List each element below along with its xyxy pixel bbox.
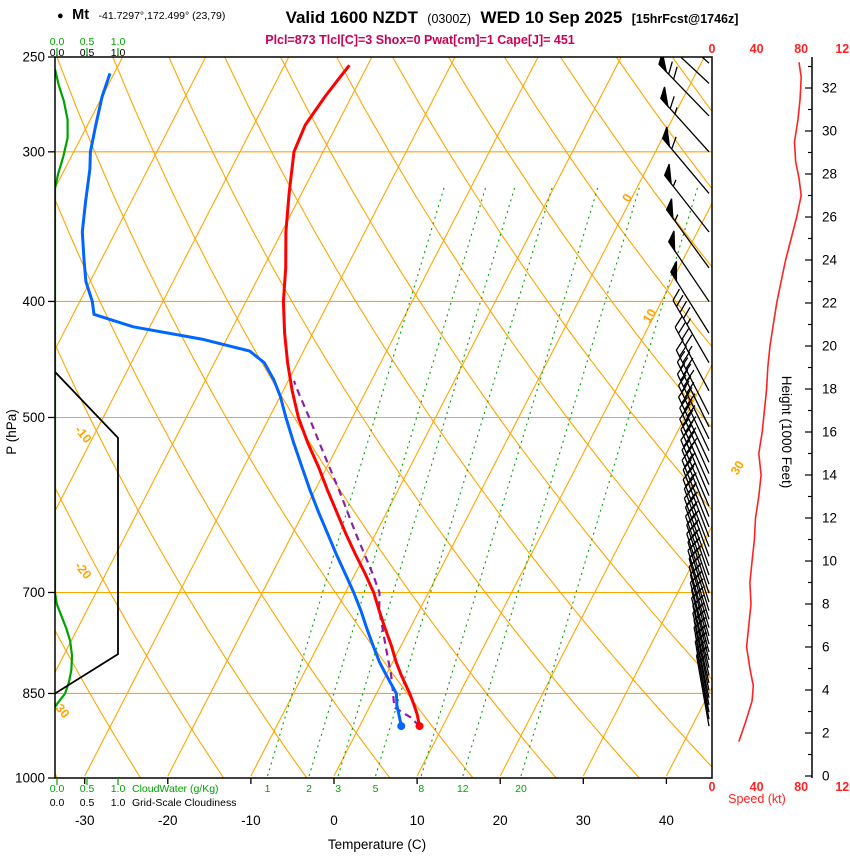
svg-text:0.5: 0.5 [80,36,95,48]
pressure-tick-label: 400 [22,294,45,309]
cloudiness-axis-label: Grid-Scale Cloudiness [132,797,236,809]
valid-title: Valid 1600 NZDT (0300Z) WED 10 Sep 2025 … [286,8,739,27]
svg-text:1.0: 1.0 [111,783,126,795]
svg-text:120: 120 [835,780,850,794]
params-line: Plcl=873 Tlcl[C]=3 Shox=0 Pwat[cm]=1 Cap… [265,33,575,47]
station-name: Mt [72,7,89,23]
valid-date: WED 10 Sep 2025 [481,8,623,27]
svg-text:0.5: 0.5 [80,47,95,59]
speed-tick-labels: 0040408080120120 [709,42,850,794]
cloudwater-curve [55,69,74,708]
temperature-tick-label: -20 [158,813,178,828]
station-line: ● Mt -41.7297°,172.499° (23,79) [57,6,225,23]
svg-text:0.5: 0.5 [80,783,95,795]
svg-text:30: 30 [728,458,747,477]
temperature-axis-label: Temperature (C) [328,837,426,852]
height-axis-label: Height (1000 Feet) [779,376,794,489]
svg-text:0.5: 0.5 [80,797,95,809]
height-tick-label: 0 [822,769,830,784]
height-tick-label: 26 [822,210,837,225]
svg-text:-10: -10 [72,423,94,446]
height-tick-label: 6 [822,640,830,655]
svg-text:10: 10 [640,306,659,325]
height-tick-label: 28 [822,167,837,182]
cloudwater-axis-label: CloudWater (g/Kg) [132,783,219,795]
pressure-tick-label: 700 [22,585,45,600]
station-bullet-icon: ● [57,10,64,22]
svg-text:0.0: 0.0 [50,797,65,809]
svg-text:1.0: 1.0 [111,36,126,48]
svg-text:0.0: 0.0 [50,36,65,48]
temperature-tick-label: -10 [241,813,261,828]
height-tick-label: 22 [822,296,837,311]
temperature-tick-label: 0 [330,813,338,828]
sounding-profiles [55,64,424,731]
background-grid [55,57,712,778]
wind-speed-curve [738,62,803,742]
dewpoint-curve [80,72,403,727]
height-tick-label: 14 [822,468,838,483]
valid-zulu: (0300Z) [427,12,471,26]
svg-text:12: 12 [457,783,469,795]
pressure-tick-label: 250 [22,50,45,65]
pressure-tick-label: 500 [22,410,45,425]
svg-text:2: 2 [306,783,312,795]
cloud-scales: 0.00.00.50.51.01.00.00.00.50.51.01.0 [50,36,126,809]
svg-text:1.0: 1.0 [111,47,126,59]
svg-text:40: 40 [750,780,764,794]
pressure-axis-label: P (hPa) [4,409,19,455]
pressure-tick-label: 1000 [15,771,45,786]
speed-axis-label: Speed (kt) [728,792,786,806]
height-tick-label: 10 [822,554,837,569]
svg-text:0: 0 [709,42,716,56]
svg-text:8: 8 [418,783,424,795]
height-tick-label: 24 [822,253,838,268]
wind-barbs [658,57,710,727]
svg-text:-30: -30 [50,698,72,721]
valid-prefix: Valid 1600 NZDT [286,8,419,27]
svg-text:20: 20 [681,388,700,407]
height-tick-label: 4 [822,683,830,698]
temperature-tick-label: 10 [410,813,425,828]
svg-text:0: 0 [619,191,635,204]
height-tick-label: 8 [822,597,830,612]
svg-text:-20: -20 [72,559,94,582]
svg-text:1: 1 [265,783,271,795]
height-tick-label: 12 [822,511,837,526]
pressure-tick-label: 850 [22,686,45,701]
mixing-ratio-labels: 1 2 3 5 8 12 20 [265,783,527,795]
svg-text:80: 80 [794,780,808,794]
temperature-tick-label: 30 [576,813,591,828]
temperature-curve [281,64,421,727]
svg-text:5: 5 [373,783,379,795]
pressure-tick-label: 300 [22,144,45,159]
height-tick-label: 2 [822,726,830,741]
temperature-tick-label: -30 [75,813,95,828]
height-tick-label: 30 [822,124,837,139]
height-tick-label: 16 [822,425,837,440]
svg-text:40: 40 [750,42,764,56]
height-tick-label: 32 [822,81,837,96]
surface-dewpoint-dot [397,722,406,731]
temperature-tick-label: 20 [493,813,508,828]
station-coords: -41.7297°,172.499° (23,79) [98,10,225,22]
temperature-tick-label: 40 [659,813,674,828]
cloudiness-curve [55,371,119,695]
svg-text:0.0: 0.0 [50,783,65,795]
height-tick-label: 18 [822,382,837,397]
svg-text:1.0: 1.0 [111,797,126,809]
svg-text:20: 20 [515,783,527,795]
svg-text:120: 120 [835,42,850,56]
svg-text:80: 80 [794,42,808,56]
svg-text:0: 0 [709,780,716,794]
valid-fcst: [15hrFcst@1746z] [632,12,739,26]
svg-text:3: 3 [335,783,341,795]
height-tick-label: 20 [822,339,837,354]
svg-text:0.0: 0.0 [50,47,65,59]
surface-temperature-dot [415,722,424,731]
